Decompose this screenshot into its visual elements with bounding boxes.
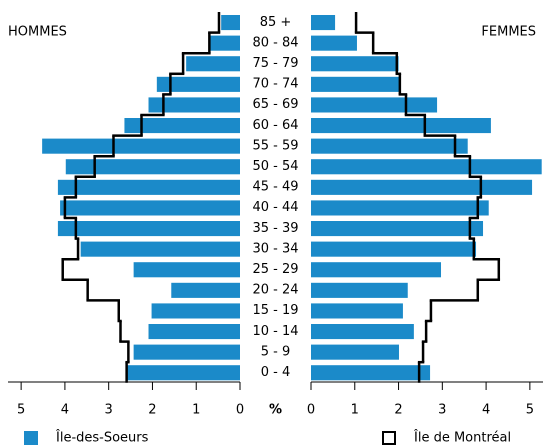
bar xyxy=(311,179,533,195)
category-label: 80 - 84 xyxy=(252,35,298,50)
category-label: 25 - 29 xyxy=(252,262,298,277)
x-tick-label: 0 xyxy=(307,403,315,418)
bar xyxy=(311,15,336,31)
bar xyxy=(311,76,400,92)
x-tick-label: 3 xyxy=(105,403,113,418)
x-tick-label: 5 xyxy=(17,403,25,418)
x-tick-label: 1 xyxy=(192,403,200,418)
x-tick-label: 1 xyxy=(351,403,359,418)
category-label: 5 - 9 xyxy=(261,344,291,359)
bar xyxy=(186,56,240,72)
category-label: 15 - 19 xyxy=(252,303,298,318)
bar xyxy=(133,262,240,278)
x-tick-label: 2 xyxy=(148,403,156,418)
category-label: 45 - 49 xyxy=(252,180,298,195)
bar xyxy=(311,324,414,340)
bar xyxy=(311,138,468,154)
category-label: 65 - 69 xyxy=(252,97,298,112)
category-label: 55 - 59 xyxy=(252,138,298,153)
bar xyxy=(311,221,484,237)
bar xyxy=(57,179,240,195)
bar xyxy=(311,365,431,381)
category-label: 0 - 4 xyxy=(261,365,291,380)
category-label: 75 - 79 xyxy=(252,56,298,71)
bar xyxy=(171,282,240,298)
bar xyxy=(221,15,240,31)
bar xyxy=(148,97,240,113)
category-label: 20 - 24 xyxy=(252,283,298,298)
bar xyxy=(124,118,240,134)
legend-label: Île de Montréal xyxy=(413,430,511,446)
category-label: 60 - 64 xyxy=(252,118,298,133)
legend-swatch xyxy=(24,431,38,445)
bar xyxy=(210,35,240,51)
bar xyxy=(311,344,399,360)
x-tick-label: 5 xyxy=(526,403,534,418)
right-label: FEMMES xyxy=(481,25,536,40)
bar xyxy=(42,138,240,154)
category-label: 70 - 74 xyxy=(252,77,298,92)
bar xyxy=(57,221,240,237)
bar xyxy=(65,159,241,175)
bar xyxy=(126,365,240,381)
bar xyxy=(151,303,240,319)
category-label: 40 - 44 xyxy=(252,200,298,215)
category-label: 35 - 39 xyxy=(252,221,298,236)
category-label: 30 - 34 xyxy=(252,241,298,256)
category-label: 10 - 14 xyxy=(252,324,298,339)
bar xyxy=(311,241,477,257)
x-tick-label: 0 xyxy=(236,403,244,418)
bar xyxy=(311,97,438,113)
category-label: 85 + xyxy=(260,15,292,30)
bar xyxy=(311,56,399,72)
legend-swatch xyxy=(382,431,396,445)
bar xyxy=(311,303,403,319)
x-tick-label: 3 xyxy=(438,403,446,418)
x-tick-label: 4 xyxy=(482,403,490,418)
left-label: HOMMES xyxy=(8,25,67,40)
bar xyxy=(133,344,240,360)
x-tick-label: 2 xyxy=(394,403,402,418)
bar xyxy=(60,200,241,216)
bar xyxy=(311,282,408,298)
bar xyxy=(311,159,542,175)
axis-label: % xyxy=(269,403,282,418)
bar xyxy=(311,200,489,216)
x-tick-label: 4 xyxy=(61,403,69,418)
bar xyxy=(311,118,491,134)
category-label: 50 - 54 xyxy=(252,159,298,174)
bar xyxy=(311,262,442,278)
bar xyxy=(311,35,357,51)
bar xyxy=(148,324,240,340)
legend-label: Île-des-Soeurs xyxy=(55,430,149,446)
bar xyxy=(156,76,240,92)
bar xyxy=(80,241,240,257)
